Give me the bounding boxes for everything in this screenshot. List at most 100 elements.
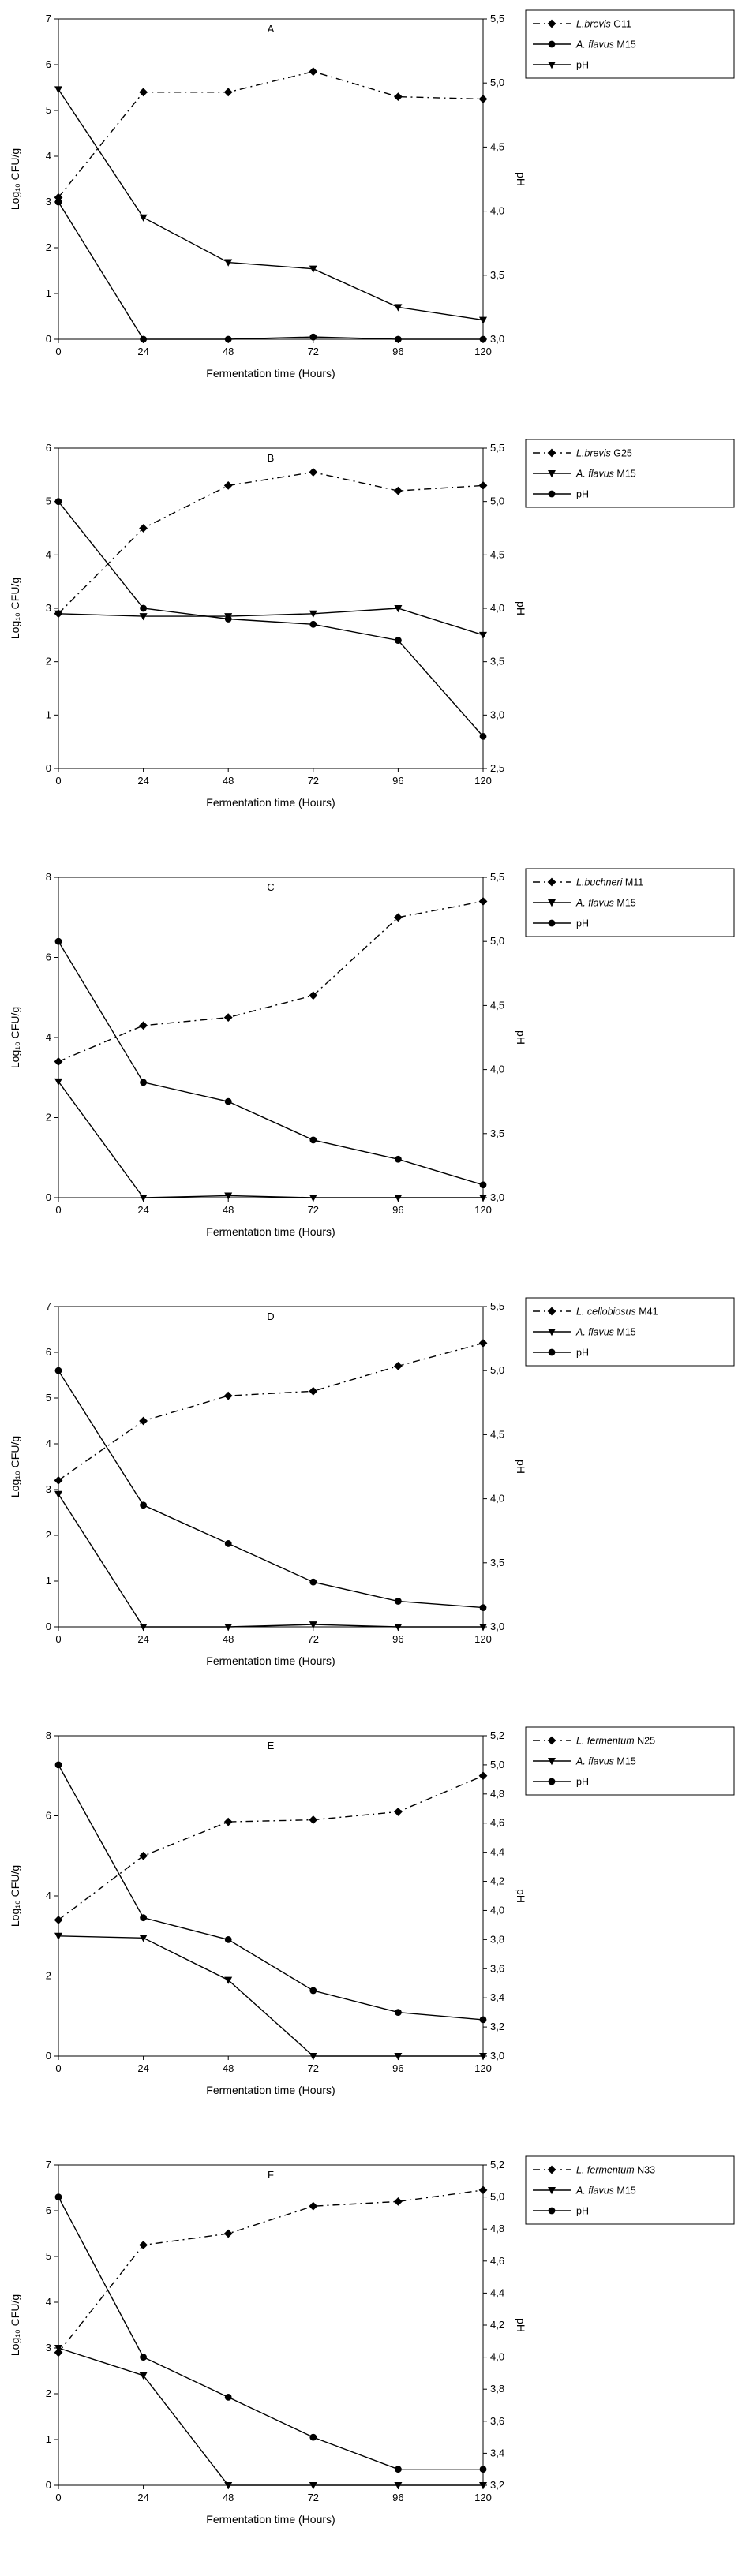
right-tick-label: 3,6 [490, 1962, 504, 1974]
x-tick-label: 96 [392, 2492, 403, 2503]
left-tick-label: 1 [46, 1575, 51, 1587]
x-tick-label: 48 [223, 346, 234, 357]
left-tick-label: 1 [46, 2433, 51, 2445]
x-tick-label: 24 [137, 2062, 148, 2074]
diamond-marker [139, 88, 148, 97]
circle-marker [54, 937, 62, 945]
triangle-marker [479, 2482, 487, 2490]
triangle-marker [139, 1195, 148, 1202]
legend: L. fermentum N25 A. flavus M15 pH [525, 1726, 735, 1796]
right-tick-label: 3,5 [490, 269, 504, 281]
circle-marker [224, 2393, 232, 2401]
left-tick-label: 5 [46, 495, 51, 507]
diamond-marker [394, 92, 403, 101]
chart-panel-d: 0 1 2 3 4 5 6 7 3,0 3,5 4,0 4,5 5,0 5,5 0 24 48 72 96 120 D F… [0, 1288, 742, 1717]
triangle-marker [139, 1624, 148, 1632]
triangle-marker [309, 610, 317, 618]
series-a-flavus [54, 1078, 487, 1202]
circle-marker [224, 335, 232, 343]
left-tick-label: 4 [46, 548, 51, 560]
series-l-brevis [54, 468, 488, 619]
triangle-marker [309, 2482, 317, 2490]
series-ph [54, 2193, 487, 2473]
triangle-marker [479, 2053, 487, 2061]
legend-label: L.buchneri M11 [576, 877, 643, 888]
triangle-marker [479, 1195, 487, 1202]
x-tick-label: 120 [474, 346, 492, 357]
plot-area [58, 447, 484, 769]
left-tick-label: 6 [46, 58, 51, 70]
panel-letter: F [268, 2169, 274, 2181]
legend: L.brevis G11 A. flavus M15 pH [525, 9, 735, 79]
right-axis-title: pH [515, 1889, 527, 1903]
circle-marker [309, 1987, 317, 1995]
right-tick-label: 4,5 [490, 999, 504, 1011]
series-ph [54, 498, 487, 740]
x-tick-label: 72 [308, 2062, 319, 2074]
series-line [58, 608, 484, 636]
chart-f-line-plot: 0 1 2 3 4 5 6 7 3,2 3,4 3,6 3,8 4,0 4,2 4,4 4,6 4,8 5,0 5,… [9, 2155, 735, 2526]
x-tick-label: 48 [223, 1633, 234, 1645]
plot-area [58, 877, 484, 1198]
circle-marker [395, 637, 402, 644]
legend-label: pH [576, 489, 589, 500]
right-tick-label: 3,0 [490, 1191, 504, 1203]
right-tick-label: 3,6 [490, 2415, 504, 2427]
legend-label: A. flavus M15 [575, 1756, 636, 1767]
chart-b-line-plot: 0 1 2 3 4 5 6 2,5 3,0 3,5 4,0 4,5 5,0 5,5 0 24 48 72 96 120… [9, 439, 735, 809]
series-line [58, 1081, 483, 1198]
circle-marker [140, 1914, 148, 1922]
right-axis-title: pH [515, 2318, 527, 2332]
x-tick-label: 72 [308, 346, 319, 357]
right-tick-label: 5,2 [490, 1729, 504, 1741]
triangle-marker [309, 1621, 317, 1629]
series-line [58, 900, 484, 1063]
right-axis-title: pH [515, 1460, 527, 1474]
right-tick-label: 5,5 [490, 871, 504, 883]
triangle-marker [548, 899, 556, 907]
diamond-marker [139, 1851, 148, 1860]
panel-letter: E [268, 1740, 275, 1752]
legend: L. fermentum N33 A. flavus M15 pH [525, 2155, 735, 2225]
right-tick-label: 4,0 [490, 2351, 504, 2363]
circle-marker [224, 1097, 232, 1105]
triangle-marker [548, 2187, 556, 2195]
triangle-marker [139, 613, 148, 621]
circle-marker [548, 40, 556, 48]
panel-letter: C [267, 881, 274, 893]
x-tick-label: 120 [474, 775, 492, 787]
diamond-marker [394, 486, 403, 495]
triangle-marker [548, 470, 556, 478]
diamond-marker [394, 913, 403, 922]
left-tick-label: 4 [46, 150, 51, 162]
circle-marker [479, 2016, 487, 2024]
circle-marker [395, 1598, 402, 1605]
circle-marker [479, 1181, 487, 1189]
chart-d-line-plot: 0 1 2 3 4 5 6 7 3,0 3,5 4,0 4,5 5,0 5,5 0 24 48 72 96 120 D F… [9, 1297, 735, 1667]
x-tick-label: 24 [137, 775, 148, 787]
right-tick-label: 5,5 [490, 442, 504, 454]
legend-label: A. flavus M15 [575, 1327, 636, 1338]
x-tick-label: 72 [308, 2492, 319, 2503]
chart-panel-e: 0 2 4 6 8 3,0 3,2 3,4 3,6 3,8 4,0 4,2 4,4 4,6 4,8 5,0 5,… [0, 1717, 742, 2146]
legend: L.brevis G25 A. flavus M15 pH [525, 439, 735, 508]
triangle-marker [309, 2053, 317, 2061]
right-tick-label: 4,0 [490, 1493, 504, 1505]
diamond-marker [223, 1817, 233, 1826]
diamond-marker [54, 193, 63, 202]
x-tick-label: 120 [474, 2062, 492, 2074]
series-line [58, 2189, 484, 2354]
triangle-marker [54, 1078, 62, 1086]
series-line [58, 1494, 483, 1628]
triangle-marker [224, 259, 233, 267]
right-tick-label: 3,8 [490, 1933, 504, 1945]
left-axis-title: Log₁₀ CFU/g [9, 2294, 21, 2356]
right-tick-label: 4,8 [490, 1788, 504, 1800]
right-tick-label: 3,5 [490, 1557, 504, 1568]
left-tick-label: 6 [46, 952, 51, 963]
x-tick-label: 96 [392, 346, 403, 357]
left-tick-label: 2 [46, 241, 51, 253]
circle-marker [140, 1079, 148, 1086]
left-tick-label: 6 [46, 1346, 51, 1358]
x-tick-label: 96 [392, 2062, 403, 2074]
